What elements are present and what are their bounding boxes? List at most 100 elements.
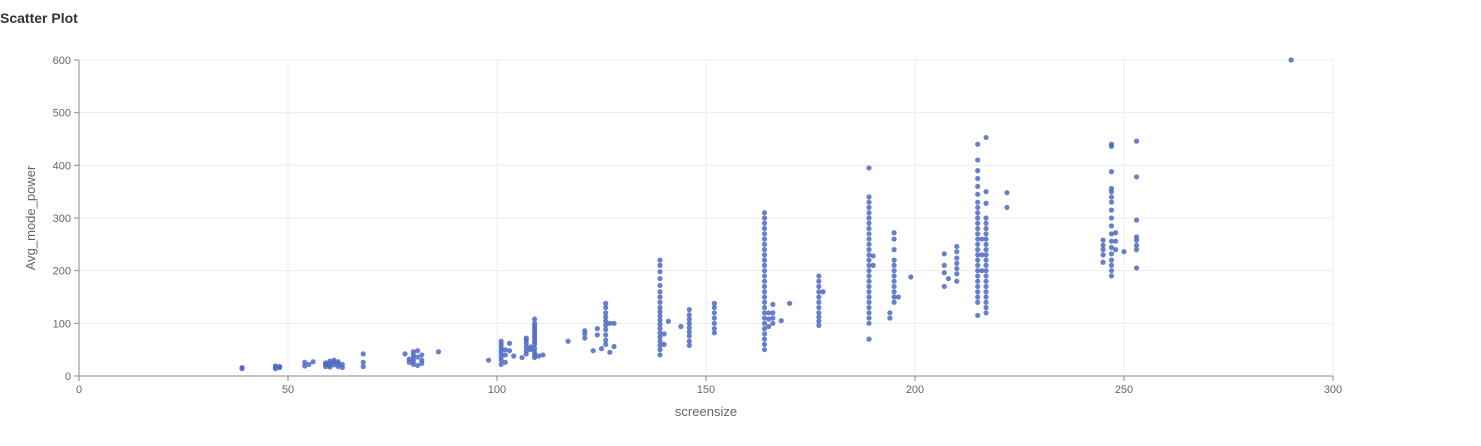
data-point bbox=[686, 329, 692, 335]
x-tick-label: 150 bbox=[697, 384, 715, 396]
data-point bbox=[657, 313, 663, 319]
data-point bbox=[302, 359, 308, 365]
data-point bbox=[941, 262, 947, 268]
data-point bbox=[761, 304, 768, 311]
data-point bbox=[954, 243, 960, 250]
data-point bbox=[711, 310, 717, 316]
data-point bbox=[941, 270, 947, 276]
data-point bbox=[657, 294, 663, 300]
data-point bbox=[975, 294, 981, 300]
data-point bbox=[891, 273, 897, 279]
data-point bbox=[302, 363, 308, 369]
data-point bbox=[816, 304, 822, 311]
grid-lines bbox=[78, 59, 1334, 377]
data-point bbox=[502, 352, 508, 358]
data-point bbox=[686, 333, 692, 339]
data-point bbox=[1108, 238, 1115, 244]
data-point bbox=[761, 294, 768, 300]
data-point bbox=[866, 262, 872, 268]
data-point bbox=[603, 304, 609, 311]
data-point bbox=[506, 348, 513, 354]
data-point bbox=[983, 289, 989, 295]
data-point bbox=[414, 362, 421, 369]
data-point bbox=[983, 247, 989, 253]
data-point bbox=[657, 299, 663, 305]
data-point bbox=[975, 268, 981, 274]
data-point bbox=[975, 283, 981, 290]
data-point bbox=[983, 283, 989, 290]
data-point bbox=[891, 236, 897, 242]
data-point bbox=[983, 304, 989, 311]
data-point bbox=[1108, 215, 1115, 221]
data-point bbox=[983, 252, 989, 258]
data-point bbox=[887, 310, 893, 316]
data-point bbox=[975, 168, 981, 174]
data-point bbox=[891, 278, 897, 284]
data-point bbox=[711, 300, 717, 306]
data-point bbox=[277, 363, 283, 370]
data-point bbox=[975, 236, 981, 242]
x-axis-title: screensize bbox=[675, 404, 737, 419]
data-point bbox=[954, 265, 960, 272]
data-point bbox=[866, 215, 872, 221]
data-point bbox=[1108, 185, 1115, 192]
data-point bbox=[1100, 259, 1106, 265]
data-point bbox=[414, 354, 421, 360]
data-point bbox=[1100, 252, 1106, 258]
data-point bbox=[665, 318, 671, 324]
data-point bbox=[603, 310, 609, 316]
data-point bbox=[761, 336, 768, 342]
data-point bbox=[983, 273, 989, 279]
data-point bbox=[761, 252, 768, 258]
data-point bbox=[1100, 237, 1106, 243]
y-tick-label: 0 bbox=[65, 371, 71, 383]
data-point bbox=[866, 225, 872, 232]
data-point bbox=[532, 346, 538, 352]
data-point bbox=[536, 353, 542, 359]
data-point bbox=[787, 300, 793, 306]
data-point bbox=[657, 338, 663, 344]
data-point bbox=[523, 335, 529, 341]
y-tick-label: 300 bbox=[53, 213, 71, 225]
data-point bbox=[975, 278, 981, 284]
data-point bbox=[816, 294, 822, 300]
data-point bbox=[1288, 57, 1294, 63]
data-point bbox=[761, 315, 768, 321]
x-tick-label: 50 bbox=[282, 384, 294, 396]
data-point bbox=[866, 199, 872, 205]
data-point bbox=[603, 322, 609, 329]
data-point bbox=[761, 347, 768, 353]
data-point bbox=[975, 225, 981, 232]
data-point bbox=[983, 262, 989, 268]
y-axis-title: Avg_mode_power bbox=[23, 165, 38, 270]
data-point bbox=[761, 220, 768, 226]
data-point bbox=[770, 320, 776, 326]
data-point bbox=[502, 359, 508, 365]
data-point bbox=[866, 320, 872, 326]
data-point bbox=[603, 327, 609, 333]
data-point bbox=[866, 283, 872, 290]
data-point bbox=[711, 320, 717, 326]
data-point bbox=[611, 343, 617, 350]
data-point bbox=[590, 348, 596, 354]
data-point bbox=[983, 231, 989, 237]
data-point bbox=[975, 175, 981, 182]
data-point bbox=[761, 320, 768, 326]
data-point bbox=[1108, 231, 1115, 237]
data-point bbox=[866, 165, 872, 171]
data-point bbox=[1004, 190, 1010, 196]
data-point bbox=[565, 338, 571, 344]
data-point bbox=[657, 269, 663, 275]
data-point bbox=[360, 363, 366, 370]
data-point bbox=[523, 344, 529, 350]
data-point bbox=[766, 323, 772, 330]
data-point bbox=[532, 349, 538, 355]
data-point bbox=[657, 304, 663, 311]
data-point bbox=[532, 316, 538, 322]
data-point bbox=[891, 289, 897, 295]
data-point bbox=[1133, 174, 1140, 180]
y-tick-label: 400 bbox=[53, 160, 71, 172]
data-point bbox=[1108, 199, 1115, 205]
data-point bbox=[686, 307, 692, 313]
data-point bbox=[523, 348, 529, 354]
